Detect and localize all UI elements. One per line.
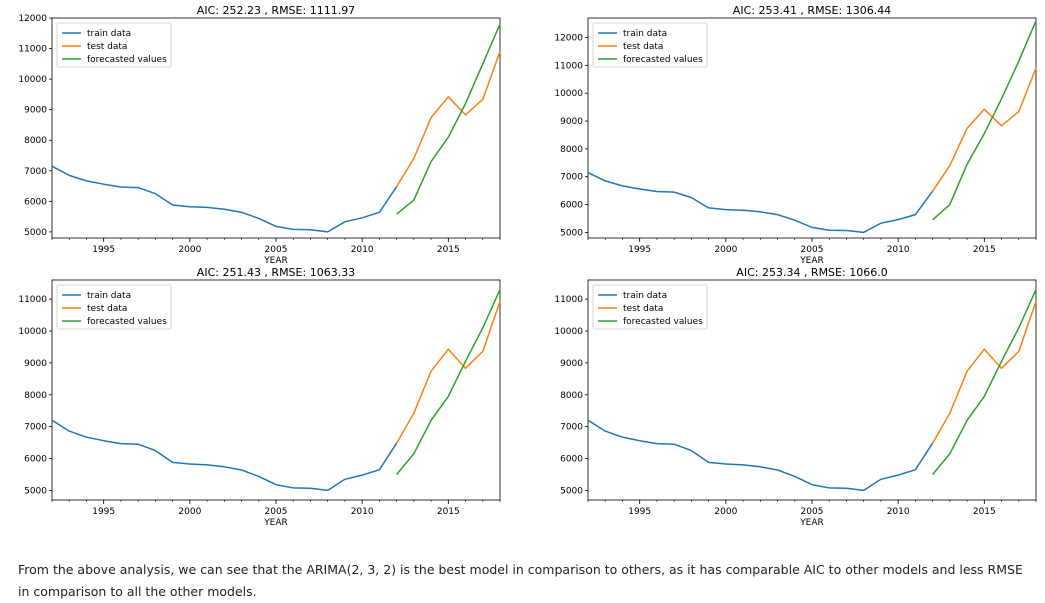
- legend-entry: forecasted values: [623, 317, 703, 327]
- y-tick-label: 6000: [560, 455, 583, 465]
- legend-box: [592, 22, 708, 68]
- y-tick-label: 11000: [18, 45, 47, 55]
- analysis-text: From the above analysis, we can see that…: [18, 561, 1023, 599]
- x-axis-label: YEAR: [799, 518, 824, 528]
- legend-entry: test data: [623, 304, 663, 314]
- y-tick-label: 11000: [554, 61, 583, 71]
- y-tick-label: 11000: [18, 295, 47, 305]
- x-tick-label: 2010: [351, 507, 374, 517]
- legend-entry: test data: [623, 42, 663, 52]
- x-tick-label: 1995: [92, 507, 115, 517]
- y-tick-label: 7000: [24, 167, 47, 177]
- y-tick-label: 7000: [560, 173, 583, 183]
- x-tick-label: 2005: [265, 245, 288, 255]
- x-tick-label: 1995: [628, 245, 651, 255]
- y-tick-label: 6000: [560, 201, 583, 211]
- chart-2: AIC: 253.41 , RMSE: 1306.44 5000 6000 7000 8…: [554, 4, 1037, 266]
- x-tick-label: 1995: [628, 507, 651, 517]
- y-tick-label: 8000: [560, 391, 583, 401]
- y-tick-label: 6000: [24, 455, 47, 465]
- y-tick-label: 8000: [24, 136, 47, 146]
- y-tick-label: 8000: [560, 145, 583, 155]
- x-axis-label: YEAR: [263, 256, 288, 266]
- y-tick-label: 9000: [560, 359, 583, 369]
- y-tick-label: 8000: [24, 391, 47, 401]
- series-train-line: [51, 165, 398, 233]
- x-tick-label: 1995: [92, 245, 115, 255]
- series-train-line: [587, 419, 934, 492]
- y-tick-label: 9000: [24, 106, 47, 116]
- x-tick-label: 2015: [437, 507, 460, 517]
- legend-entry: test data: [87, 304, 127, 314]
- y-tick-label: 10000: [554, 89, 583, 99]
- x-tick-label: 2010: [351, 245, 374, 255]
- chart-title: AIC: 252.23 , RMSE: 1111.97: [197, 4, 355, 17]
- y-tick-label: 12000: [554, 33, 583, 43]
- legend-entry: test data: [87, 42, 127, 52]
- series-test-line: [931, 67, 1037, 192]
- y-tick-label: 5000: [24, 228, 47, 238]
- chart-title: AIC: 253.41 , RMSE: 1306.44: [733, 4, 891, 17]
- x-tick-label: 2010: [887, 245, 910, 255]
- series-train-line: [51, 419, 398, 492]
- y-tick-label: 7000: [24, 423, 47, 433]
- y-tick-label: 5000: [560, 228, 583, 238]
- y-tick-label: 10000: [18, 75, 47, 85]
- y-tick-label: 7000: [560, 423, 583, 433]
- y-tick-label: 6000: [24, 197, 47, 207]
- legend: train data test data forecasted values: [56, 22, 172, 68]
- legend-box: [592, 284, 708, 330]
- legend-entry: train data: [87, 291, 131, 301]
- x-axis-label: YEAR: [799, 256, 824, 266]
- chart-4: AIC: 253.34 , RMSE: 1066.0 5000 6000 7000 80…: [554, 266, 1037, 528]
- x-axis-label: YEAR: [263, 518, 288, 528]
- series-test-line: [395, 301, 501, 444]
- chart-title: AIC: 251.43 , RMSE: 1063.33: [197, 266, 355, 279]
- y-tick-label: 10000: [554, 327, 583, 337]
- series-train-line: [587, 171, 934, 234]
- legend-entry: forecasted values: [87, 55, 167, 65]
- legend-entry: forecasted values: [87, 317, 167, 327]
- x-tick-label: 2010: [887, 507, 910, 517]
- series-forecast-line: [396, 289, 501, 475]
- legend: train data test data forecasted values: [56, 284, 172, 330]
- legend-entry: train data: [87, 29, 131, 39]
- legend-box: [56, 284, 172, 330]
- chart-title: AIC: 253.34 , RMSE: 1066.0: [736, 266, 887, 279]
- series-test-line: [931, 301, 1037, 444]
- series-test-line: [395, 51, 501, 188]
- y-tick-label: 10000: [18, 327, 47, 337]
- y-tick-label: 9000: [24, 359, 47, 369]
- x-tick-label: 2015: [973, 507, 996, 517]
- y-tick-label: 5000: [24, 486, 47, 496]
- series-forecast-line: [932, 289, 1037, 475]
- x-tick-label: 2005: [801, 507, 824, 517]
- x-tick-label: 2000: [178, 245, 201, 255]
- x-tick-label: 2000: [714, 507, 737, 517]
- legend-entry: train data: [623, 29, 667, 39]
- x-tick-label: 2000: [714, 245, 737, 255]
- legend-entry: forecasted values: [623, 55, 703, 65]
- legend: train data test data forecasted values: [592, 22, 708, 68]
- y-tick-label: 9000: [560, 117, 583, 127]
- legend: train data test data forecasted values: [592, 284, 708, 330]
- series-forecast-line: [932, 20, 1037, 221]
- legend-entry: train data: [623, 291, 667, 301]
- x-tick-label: 2005: [801, 245, 824, 255]
- y-tick-label: 5000: [560, 486, 583, 496]
- chart-3: AIC: 251.43 , RMSE: 1063.33 5000 6000 7000 8…: [18, 266, 501, 528]
- y-tick-label: 11000: [554, 295, 583, 305]
- legend-box: [56, 22, 172, 68]
- y-tick-label: 12000: [18, 14, 47, 24]
- x-tick-label: 2005: [265, 507, 288, 517]
- x-tick-label: 2000: [178, 507, 201, 517]
- series-forecast-line: [396, 23, 501, 215]
- x-tick-label: 2015: [437, 245, 460, 255]
- charts-grid: AIC: 252.23 , RMSE: 1111.97 5000 6000 7000 8…: [18, 4, 1037, 528]
- x-tick-label: 2015: [973, 245, 996, 255]
- chart-1: AIC: 252.23 , RMSE: 1111.97 5000 6000 7000 8…: [18, 4, 501, 266]
